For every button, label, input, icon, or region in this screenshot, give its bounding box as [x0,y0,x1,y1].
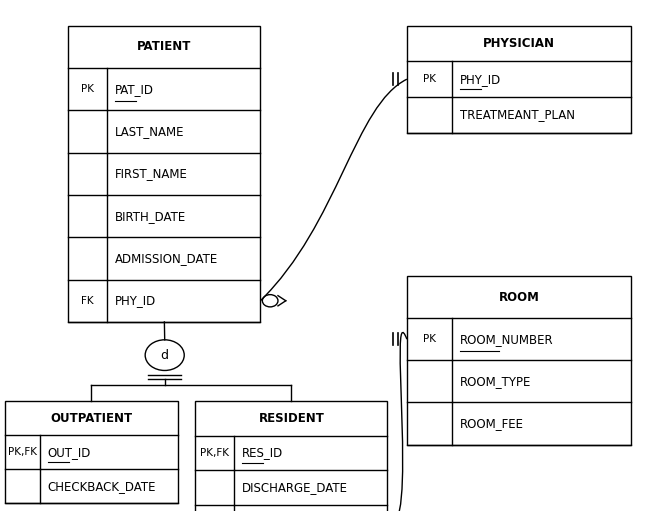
Text: ROOM_TYPE: ROOM_TYPE [460,375,531,388]
Text: LAST_NAME: LAST_NAME [115,125,184,138]
Text: DISCHARGE_DATE: DISCHARGE_DATE [242,481,348,494]
Bar [195,401,387,511]
Text: PHYSICIAN: PHYSICIAN [483,37,555,50]
Text: OUT_ID: OUT_ID [48,446,91,459]
Text: PK,FK: PK,FK [200,448,229,458]
Text: PHY_ID: PHY_ID [115,294,156,307]
Text: PHY_ID: PHY_ID [460,73,501,86]
Text: BIRTH_DATE: BIRTH_DATE [115,210,186,223]
Bar [68,26,260,322]
Text: PK: PK [81,84,94,94]
Text: PAT_ID: PAT_ID [115,83,154,96]
Text: ROOM_FEE: ROOM_FEE [460,417,523,430]
Text: TREATMEANT_PLAN: TREATMEANT_PLAN [460,108,575,122]
Bar [407,26,631,133]
Text: PATIENT: PATIENT [137,40,191,53]
Bar [5,401,178,503]
Text: CHECKBACK_DATE: CHECKBACK_DATE [48,480,156,493]
Text: PK,FK: PK,FK [8,447,37,457]
Text: PK: PK [423,334,436,344]
Bar [407,276,631,445]
Text: ROOM_NUMBER: ROOM_NUMBER [460,333,553,345]
Text: OUTPATIENT: OUTPATIENT [50,412,133,425]
Text: ADMISSION_DATE: ADMISSION_DATE [115,252,218,265]
Text: RES_ID: RES_ID [242,447,283,459]
Text: d: d [161,349,169,362]
Text: FIRST_NAME: FIRST_NAME [115,167,187,180]
Text: PK: PK [423,74,436,84]
Text: RESIDENT: RESIDENT [258,412,324,425]
Text: FK: FK [81,296,94,306]
Text: ROOM: ROOM [499,291,540,304]
